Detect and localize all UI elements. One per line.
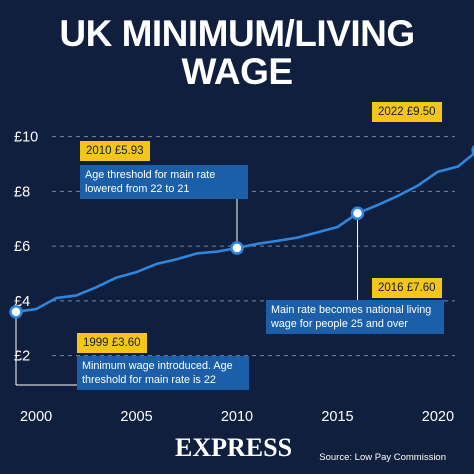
y-axis-ticks: £2£4£6£8£10: [14, 130, 38, 365]
y-tick-label: £2: [14, 349, 30, 365]
callout-note-2016: Main rate becomes national living wage f…: [266, 300, 444, 334]
callout-note-2010: Age threshold for main rate lowered from…: [80, 165, 248, 199]
series-line: [15, 151, 474, 314]
callout-label-2016: 2016 £7.60: [372, 278, 442, 298]
x-tick-label: 2015: [321, 409, 353, 425]
x-tick-label: 2010: [221, 409, 253, 425]
callout-label-2022: 2022 £9.50: [372, 102, 442, 122]
x-tick-label: 2005: [120, 409, 152, 425]
highlight-point: [230, 241, 244, 255]
callout-label-2010: 2010 £5.93: [80, 141, 150, 161]
highlight-markers: [9, 144, 474, 319]
y-tick-label: £8: [14, 184, 30, 200]
express-logo: EXPRESS: [175, 433, 293, 462]
source-credit: Source: Low Pay Commission: [319, 452, 446, 463]
x-tick-label: 2020: [422, 409, 454, 425]
x-tick-label: 2000: [20, 409, 52, 425]
callout-note-1999: Minimum wage introduced. Age threshold f…: [77, 356, 249, 390]
callout-label-1999: 1999 £3.60: [77, 333, 147, 353]
y-tick-label: £6: [14, 239, 30, 255]
y-tick-label: £10: [14, 130, 38, 146]
highlight-point: [9, 305, 23, 319]
highlight-point: [350, 206, 365, 221]
x-axis-ticks: 2000 2005 2010 2015 2020: [20, 409, 454, 425]
chart-title-line-1: UK MINIMUM/LIVING: [59, 13, 415, 54]
chart-title-line-2: WAGE: [181, 51, 293, 92]
